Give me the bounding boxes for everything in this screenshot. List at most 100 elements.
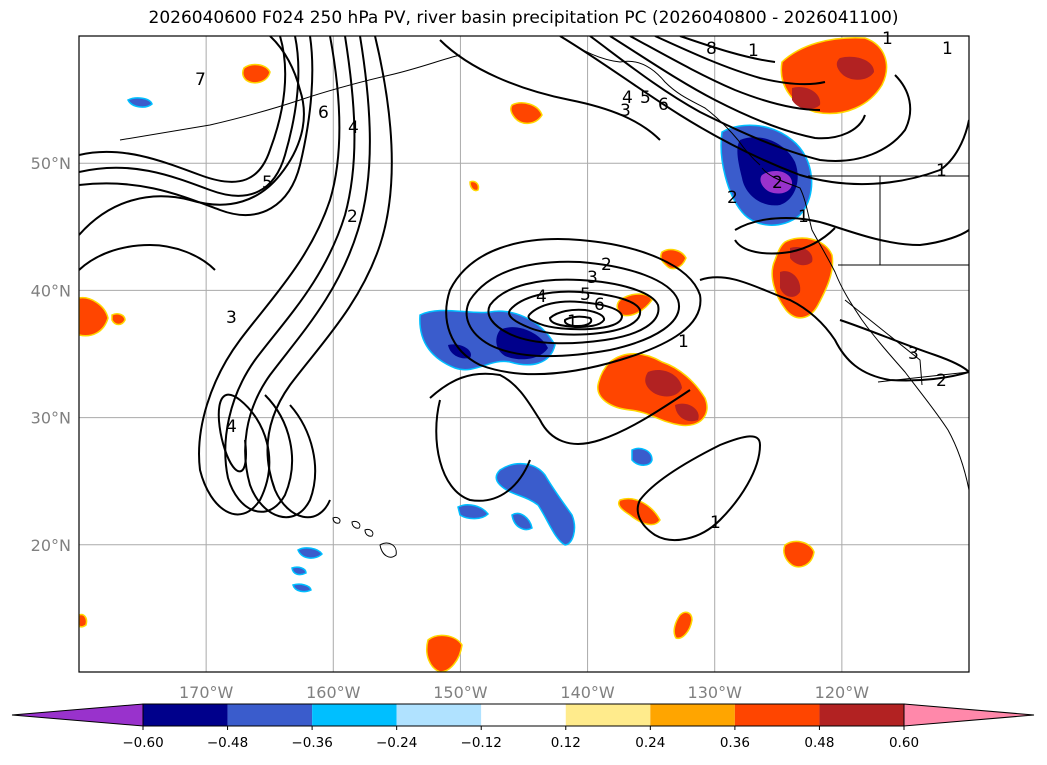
pv-label: 2 bbox=[727, 188, 738, 208]
border-states-3 bbox=[844, 299, 923, 386]
pos-anomaly-small10 bbox=[79, 613, 88, 628]
pos-anomaly-small5 bbox=[510, 102, 543, 124]
pv-contours bbox=[79, 36, 969, 541]
pv-label: 3 bbox=[587, 268, 598, 288]
island-hawaii bbox=[379, 542, 397, 558]
lat-labels: 50°N 40°N 30°N 20°N bbox=[31, 154, 71, 555]
pv-contour-trough-1 bbox=[79, 36, 287, 183]
pv-label: 2 bbox=[347, 207, 358, 227]
colorbar-segment bbox=[650, 704, 735, 726]
pos-anomaly-ak-core bbox=[836, 56, 874, 80]
colorbar-tick-label: −0.36 bbox=[291, 735, 332, 751]
coastlines bbox=[119, 36, 969, 558]
neg-anomaly-small4 bbox=[297, 547, 323, 559]
pv-label: 1 bbox=[678, 332, 689, 352]
pv-label: 1 bbox=[567, 312, 578, 332]
pv-contour-jet-2 bbox=[589, 36, 912, 162]
pv-label: 3 bbox=[908, 344, 919, 364]
pv-contour-jet-6 bbox=[679, 36, 776, 63]
neg-anomaly-small7 bbox=[126, 97, 153, 108]
pv-contour-east-2 bbox=[734, 217, 969, 247]
colorbar-tick-label: 0.60 bbox=[889, 735, 919, 751]
pv-contour-low-2 bbox=[465, 260, 681, 358]
pos-anomaly-small3 bbox=[673, 611, 693, 640]
pv-contour-jet-1 bbox=[559, 36, 969, 186]
colorbar-segment bbox=[396, 704, 482, 726]
pv-contour-east-3 bbox=[734, 227, 836, 255]
colorbar-tick-label: −0.48 bbox=[207, 735, 248, 751]
pv-label: 2 bbox=[772, 173, 783, 193]
pv-contour-trough-3 bbox=[79, 36, 314, 216]
colorbar-tick-label: 0.12 bbox=[551, 735, 581, 751]
pos-anomaly-subtrop-core bbox=[645, 369, 682, 397]
aleutian-islands bbox=[119, 54, 461, 141]
pv-contour-jet-4 bbox=[629, 36, 821, 111]
lon-tick-label: 150°W bbox=[433, 683, 488, 702]
island-maui bbox=[364, 529, 374, 537]
pv-contour-low-4 bbox=[508, 290, 642, 336]
pv-label: 3 bbox=[226, 308, 237, 328]
lon-tick-label: 170°W bbox=[179, 683, 234, 702]
pv-contour-low-core bbox=[563, 315, 593, 328]
coastline-alaska bbox=[559, 36, 761, 166]
pv-label: 4 bbox=[536, 287, 547, 307]
pos-anomaly-small1 bbox=[618, 498, 661, 526]
pv-label: 2 bbox=[601, 255, 612, 275]
pv-label: 1 bbox=[942, 39, 953, 59]
pv-label: 1 bbox=[798, 207, 809, 227]
colorbar-segment bbox=[227, 704, 313, 726]
lon-tick-label: 120°W bbox=[815, 683, 870, 702]
pv-contour-loop-outer bbox=[244, 36, 371, 519]
lon-tick-label: 130°W bbox=[688, 683, 743, 702]
pv-label: 2 bbox=[936, 371, 947, 391]
lat-tick-label: 30°N bbox=[31, 409, 71, 428]
pv-contour-east-1 bbox=[435, 399, 531, 502]
colorbar-tick-label: −0.24 bbox=[376, 735, 417, 751]
pv-contour-labels: 7 6 4 5 2 3 4 2 3 4 5 6 1 1 2 3 4 5 6 8 … bbox=[195, 29, 953, 533]
pv-label: 1 bbox=[748, 41, 759, 61]
chart-title: 2026040600 F024 250 hPa PV, river basin … bbox=[148, 8, 899, 28]
pos-anomaly-small11 bbox=[469, 180, 480, 192]
pv-contour-loop-mid bbox=[224, 36, 356, 513]
neg-anomaly-small2 bbox=[511, 512, 533, 531]
pv-label: 5 bbox=[262, 173, 273, 193]
colorbar-segment bbox=[143, 704, 228, 726]
pv-label: 3 bbox=[620, 101, 631, 121]
pos-anomaly-ca-core2 bbox=[780, 271, 801, 297]
colorbar-tick-label: 0.48 bbox=[804, 735, 834, 751]
pv-label: 6 bbox=[318, 103, 329, 123]
pv-label: 4 bbox=[348, 118, 359, 138]
colorbar-tick-label: 0.24 bbox=[635, 735, 665, 751]
colorbar-segment bbox=[734, 704, 820, 726]
colorbar-tick-label: 0.36 bbox=[720, 735, 750, 751]
colorbar-segment bbox=[565, 704, 651, 726]
pos-anomaly-ca bbox=[771, 237, 834, 319]
colorbar-segment bbox=[819, 704, 904, 726]
lon-tick-label: 140°W bbox=[560, 683, 615, 702]
pv-label: 1 bbox=[882, 29, 893, 49]
pv-contour-jet-3 bbox=[609, 36, 866, 140]
pv-label: 5 bbox=[640, 88, 651, 108]
neg-anomaly-small3 bbox=[631, 447, 653, 466]
pv-label: 7 bbox=[195, 70, 206, 90]
island-kauai bbox=[332, 517, 341, 524]
pv-label: 6 bbox=[594, 295, 605, 315]
pos-anomaly-small7 bbox=[79, 297, 109, 337]
colorbar-extend-max bbox=[903, 703, 1035, 727]
pv-label: 6 bbox=[658, 95, 669, 115]
neg-anomaly-small6 bbox=[292, 583, 312, 593]
pv-contour-low-3 bbox=[487, 278, 660, 345]
pv-contour-low-6 bbox=[548, 308, 606, 329]
lat-tick-label: 40°N bbox=[31, 281, 71, 300]
pv-label: 5 bbox=[580, 285, 591, 305]
pv-label: 4 bbox=[622, 88, 633, 108]
island-oahu bbox=[351, 521, 361, 529]
map-frame bbox=[78, 35, 970, 673]
neg-anomaly-small1 bbox=[457, 504, 489, 520]
colorbar-segment bbox=[481, 704, 566, 726]
neg-anomaly-pnw-peak bbox=[760, 170, 793, 194]
pv-contour-south-1 bbox=[636, 435, 762, 541]
pv-contour-low-5 bbox=[527, 300, 624, 331]
pv-contour-south-2 bbox=[839, 319, 969, 373]
